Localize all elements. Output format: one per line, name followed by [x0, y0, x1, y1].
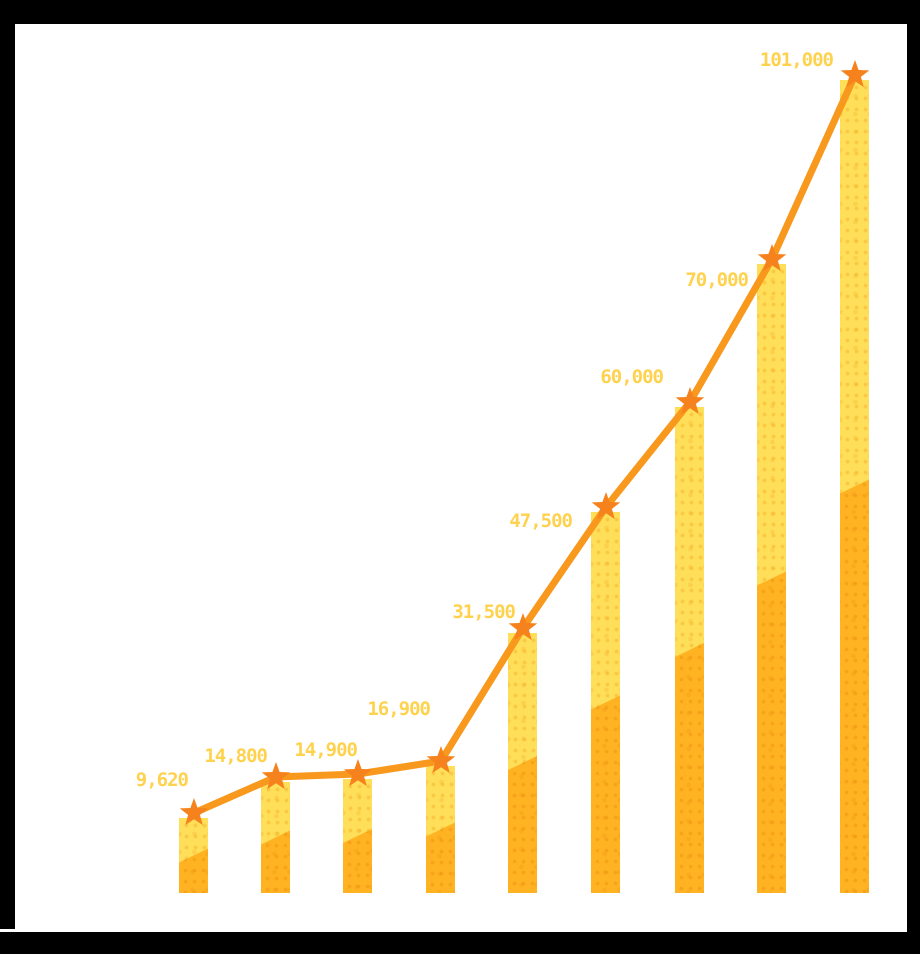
frame-border-top: [0, 0, 920, 24]
star-marker: [179, 798, 209, 826]
star-marker: [675, 387, 705, 415]
value-label: 9,620: [135, 769, 189, 791]
star-marker: [508, 613, 538, 641]
value-label: 70,000: [685, 269, 749, 291]
value-label: 16,900: [367, 698, 431, 720]
frame-border-right: [907, 0, 920, 954]
bar: [757, 264, 786, 893]
value-label: 14,900: [294, 739, 358, 761]
trend-line: [190, 71, 859, 817]
star-marker: [343, 759, 373, 787]
bar: [508, 633, 537, 893]
bar: [840, 80, 869, 893]
star-marker: [591, 492, 621, 520]
star-marker: [426, 746, 456, 774]
bar: [261, 782, 290, 893]
value-label: 101,000: [759, 49, 834, 71]
frame-border-bottom: [0, 932, 920, 954]
star-marker: [757, 244, 787, 272]
value-label: 60,000: [600, 366, 664, 388]
bar: [591, 512, 620, 893]
bar: [179, 818, 208, 893]
bar: [343, 779, 372, 893]
value-label: 14,800: [204, 745, 268, 767]
value-label: 47,500: [509, 510, 573, 532]
star-marker: [261, 762, 291, 790]
value-label: 31,500: [452, 601, 516, 623]
frame-border-left: [0, 24, 15, 929]
bar: [675, 407, 704, 893]
bar: [426, 766, 455, 893]
star-marker: [840, 60, 870, 88]
